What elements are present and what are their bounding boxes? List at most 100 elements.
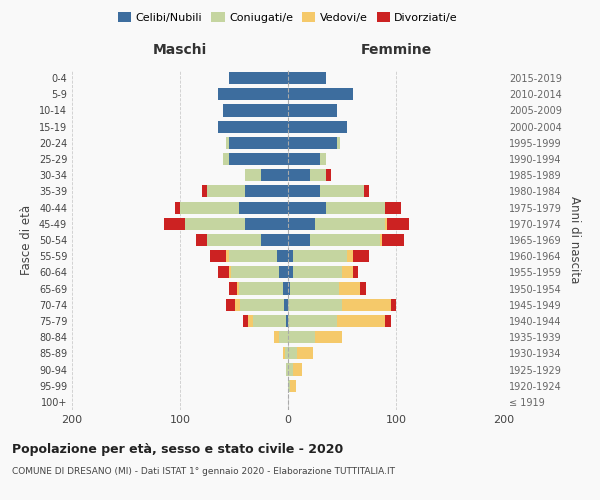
Bar: [207, 234, 261, 246]
Bar: [286, 315, 288, 327]
Bar: [185, 218, 245, 230]
Bar: [229, 282, 237, 294]
Bar: [290, 380, 296, 392]
Bar: [229, 250, 277, 262]
Bar: [380, 234, 382, 246]
Bar: [342, 266, 353, 278]
Bar: [207, 186, 245, 198]
Bar: [293, 266, 342, 278]
Bar: [196, 234, 207, 246]
Bar: [288, 137, 337, 149]
Legend: Celibi/Nubili, Coniugati/e, Vedovi/e, Divorziati/e: Celibi/Nubili, Coniugati/e, Vedovi/e, Di…: [113, 8, 463, 28]
Y-axis label: Fasce di età: Fasce di età: [20, 205, 33, 275]
Bar: [280, 331, 288, 343]
Bar: [237, 282, 239, 294]
Bar: [226, 298, 235, 311]
Bar: [283, 282, 288, 294]
Bar: [229, 72, 288, 84]
Y-axis label: Anni di nascita: Anni di nascita: [568, 196, 581, 284]
Bar: [288, 153, 320, 165]
Bar: [288, 186, 320, 198]
Bar: [293, 250, 347, 262]
Bar: [231, 266, 280, 278]
Bar: [288, 169, 310, 181]
Bar: [175, 202, 180, 213]
Bar: [347, 250, 353, 262]
Bar: [361, 282, 366, 294]
Bar: [226, 250, 229, 262]
Bar: [385, 315, 391, 327]
Bar: [223, 153, 229, 165]
Bar: [391, 298, 396, 311]
Bar: [218, 120, 288, 132]
Bar: [229, 137, 288, 149]
Bar: [288, 348, 296, 360]
Bar: [241, 298, 284, 311]
Bar: [288, 331, 315, 343]
Bar: [218, 88, 288, 101]
Bar: [310, 169, 326, 181]
Bar: [239, 202, 288, 213]
Bar: [288, 120, 347, 132]
Bar: [285, 348, 288, 360]
Bar: [248, 315, 253, 327]
Bar: [364, 186, 369, 198]
Text: Femmine: Femmine: [361, 43, 431, 57]
Bar: [382, 234, 404, 246]
Bar: [226, 137, 229, 149]
Bar: [274, 331, 280, 343]
Bar: [202, 186, 207, 198]
Bar: [280, 266, 288, 278]
Bar: [315, 331, 342, 343]
Bar: [342, 298, 391, 311]
Bar: [223, 104, 288, 117]
Bar: [293, 364, 302, 376]
Bar: [288, 202, 326, 213]
Bar: [337, 315, 385, 327]
Bar: [290, 282, 339, 294]
Bar: [235, 298, 241, 311]
Bar: [385, 202, 401, 213]
Bar: [288, 380, 290, 392]
Bar: [253, 315, 286, 327]
Bar: [288, 315, 337, 327]
Bar: [353, 250, 369, 262]
Bar: [288, 298, 342, 311]
Bar: [164, 218, 185, 230]
Bar: [296, 348, 313, 360]
Bar: [288, 104, 337, 117]
Bar: [353, 266, 358, 278]
Bar: [180, 202, 239, 213]
Bar: [229, 153, 288, 165]
Bar: [245, 186, 288, 198]
Bar: [288, 266, 293, 278]
Bar: [210, 250, 226, 262]
Bar: [288, 364, 293, 376]
Bar: [229, 266, 231, 278]
Bar: [326, 169, 331, 181]
Bar: [245, 169, 261, 181]
Bar: [284, 298, 288, 311]
Bar: [286, 364, 288, 376]
Bar: [218, 266, 229, 278]
Bar: [315, 218, 385, 230]
Bar: [261, 169, 288, 181]
Bar: [385, 218, 388, 230]
Bar: [320, 153, 326, 165]
Bar: [288, 250, 293, 262]
Bar: [337, 137, 340, 149]
Bar: [242, 315, 248, 327]
Bar: [310, 234, 380, 246]
Text: Popolazione per età, sesso e stato civile - 2020: Popolazione per età, sesso e stato civil…: [12, 442, 343, 456]
Bar: [288, 72, 326, 84]
Bar: [326, 202, 385, 213]
Bar: [339, 282, 361, 294]
Bar: [239, 282, 283, 294]
Bar: [261, 234, 288, 246]
Bar: [277, 250, 288, 262]
Bar: [288, 282, 290, 294]
Bar: [283, 348, 285, 360]
Bar: [320, 186, 364, 198]
Bar: [288, 218, 315, 230]
Bar: [245, 218, 288, 230]
